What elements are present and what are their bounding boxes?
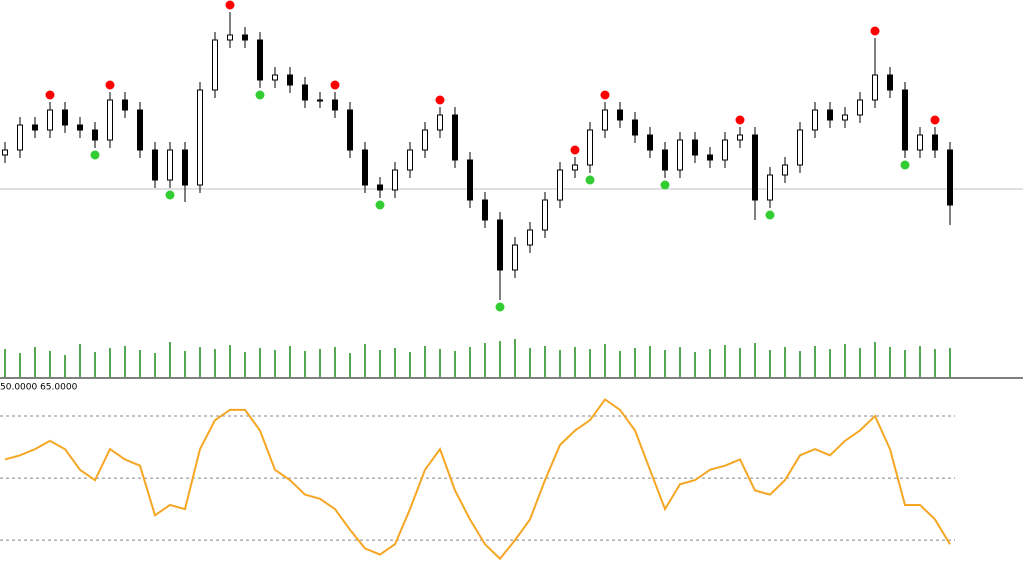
buy-signal (165, 190, 175, 200)
candle-body (242, 34, 248, 41)
candle-body (767, 174, 773, 201)
candle-body (92, 129, 98, 141)
sell-signal (600, 90, 610, 100)
candle-body (287, 74, 293, 86)
candle-body (812, 109, 818, 131)
buy-signal (765, 210, 775, 220)
candle-body (257, 39, 263, 81)
candle-body (32, 124, 38, 131)
sell-signal (330, 80, 340, 90)
candle-body (422, 129, 428, 151)
oscillator-line (4, 398, 951, 561)
sell-signal (870, 26, 880, 36)
candle-body (857, 99, 863, 116)
candle-body (182, 149, 188, 186)
candle-body (227, 34, 233, 41)
indicator-label: 50.0000 65.0000 (0, 383, 78, 393)
candle-body (647, 134, 653, 151)
candle-body (512, 244, 518, 271)
candle-body (272, 74, 278, 81)
candle-body (707, 154, 713, 161)
candle-body (692, 139, 698, 156)
buy-signal (660, 180, 670, 190)
candle-body (107, 99, 113, 141)
candle-body (677, 139, 683, 171)
buy-signal (585, 175, 595, 185)
candle-body (782, 164, 788, 176)
candle-body (137, 109, 143, 151)
candle-body (47, 109, 53, 131)
candle-body (377, 184, 383, 191)
candle-body (797, 129, 803, 166)
candle-body (872, 74, 878, 101)
candle-body (932, 134, 938, 151)
sell-signal (735, 115, 745, 125)
candle-body (527, 229, 533, 246)
candle-body (842, 114, 848, 121)
buy-signal (495, 302, 505, 312)
candle-body (587, 129, 593, 166)
candle-body (392, 169, 398, 191)
candle-body (617, 109, 623, 121)
candle-body (482, 199, 488, 221)
candle-body (317, 99, 323, 102)
sell-signal (105, 80, 115, 90)
candle-body (302, 84, 308, 101)
buy-signal (90, 150, 100, 160)
sell-signal (435, 95, 445, 105)
panel-separator (0, 377, 1023, 379)
candle-body (752, 134, 758, 201)
candle-body (542, 199, 548, 231)
buy-signal (375, 200, 385, 210)
candle-body (572, 164, 578, 171)
candle-body (332, 99, 338, 111)
candle-body (77, 124, 83, 131)
buy-signal (900, 160, 910, 170)
candle-body (152, 149, 158, 181)
candle-body (947, 149, 953, 206)
candle-body (902, 89, 908, 151)
candle-body (662, 149, 668, 171)
candle-body (467, 159, 473, 201)
candle-body (197, 89, 203, 186)
sell-signal (45, 90, 55, 100)
candle-body (602, 109, 608, 131)
candle-body (347, 109, 353, 151)
candle-body (407, 149, 413, 171)
candle-body (452, 114, 458, 161)
sell-signal (570, 145, 580, 155)
candle-body (2, 149, 8, 156)
candle-body (917, 134, 923, 151)
buy-signal (255, 90, 265, 100)
candle-body (62, 109, 68, 126)
candle-body (722, 139, 728, 161)
candle-body (887, 74, 893, 91)
sell-signal (930, 115, 940, 125)
candle-body (122, 99, 128, 111)
candle-body (17, 124, 23, 151)
candle-body (362, 149, 368, 186)
candle-body (737, 134, 743, 141)
candle-body (212, 39, 218, 91)
candle-body (497, 219, 503, 271)
candle-body (167, 149, 173, 181)
candle-body (437, 114, 443, 131)
sell-signal (225, 0, 235, 10)
candle-body (557, 169, 563, 201)
candle-body (827, 109, 833, 121)
candle-body (632, 119, 638, 136)
